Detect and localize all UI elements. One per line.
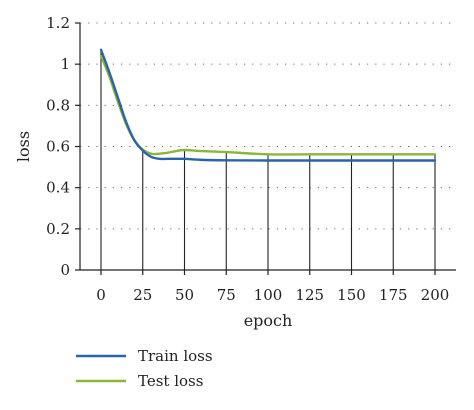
x-tick-label: 200: [421, 286, 450, 304]
legend-label-0: Train loss: [138, 347, 213, 365]
x-tick-label: 125: [295, 286, 324, 304]
y-tick-label: 0.4: [46, 179, 70, 197]
series-line-train-loss: [99, 48, 437, 162]
x-tick-label: 100: [254, 286, 283, 304]
x-tick-label: 75: [217, 286, 236, 304]
x-axis-title: epoch: [244, 311, 293, 330]
y-tick-label: 0.8: [46, 96, 70, 114]
x-tick-label: 50: [175, 286, 194, 304]
x-tick-label: 150: [337, 286, 366, 304]
y-tick-label: 1.2: [46, 14, 70, 32]
legend-label-1: Test loss: [138, 372, 203, 390]
y-tick-label: 0.6: [46, 138, 70, 156]
y-axis-title: loss: [14, 131, 33, 162]
x-tick-label: 175: [379, 286, 408, 304]
y-tick-label: 0: [60, 261, 70, 279]
series-line-test-loss: [99, 54, 437, 156]
y-tick-label: 0.2: [46, 220, 70, 238]
y-tick-label: 1: [60, 55, 70, 73]
x-tick-label: 0: [96, 286, 106, 304]
x-tick-label: 25: [133, 286, 152, 304]
